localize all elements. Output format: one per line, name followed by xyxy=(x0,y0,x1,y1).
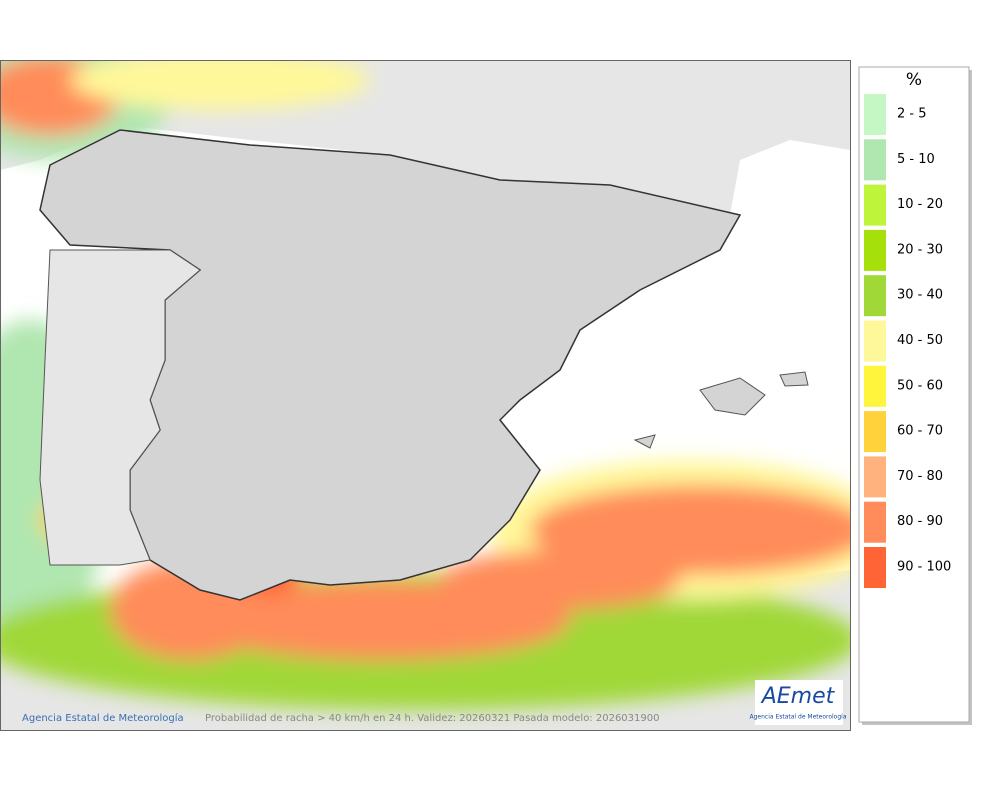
legend: % 2 - 5 5 - 10 10 - 20 20 - 30 30 - 40 40 - 5… xyxy=(864,70,951,588)
legend-label: 40 - 50 xyxy=(897,333,943,348)
legend-label: 60 - 70 xyxy=(897,424,943,439)
legend-swatch xyxy=(864,365,886,407)
legend-label: 50 - 60 xyxy=(897,378,943,393)
legend-swatch xyxy=(864,411,886,453)
caption: Probabilidad de racha > 40 km/h en 24 h.… xyxy=(205,713,659,724)
legend-label: 10 - 20 xyxy=(897,197,943,212)
legend-label: 30 - 40 xyxy=(897,288,943,303)
mallorca xyxy=(699,377,766,416)
legend-swatch xyxy=(864,184,886,226)
logo-name: AEmet xyxy=(760,684,836,709)
map: Agencia Estatal de Meteorología Probabil… xyxy=(0,60,850,730)
logo-box xyxy=(755,680,843,725)
legend-swatch xyxy=(864,94,886,135)
legend-swatch xyxy=(864,501,886,543)
map-frame xyxy=(0,60,851,731)
legend-label: 90 - 100 xyxy=(897,560,951,575)
legend-label: 2 - 5 xyxy=(897,107,927,122)
legend-swatch xyxy=(864,275,886,317)
legend-swatch xyxy=(864,229,886,271)
ibiza xyxy=(633,434,656,449)
legend-label: 80 - 90 xyxy=(897,514,943,529)
legend-title: % xyxy=(906,70,922,90)
legend-swatch xyxy=(864,139,886,181)
legend-label: 5 - 10 xyxy=(897,152,935,167)
menorca xyxy=(779,371,809,387)
legend-label: 20 - 30 xyxy=(897,242,943,257)
legend-swatch xyxy=(864,320,886,362)
portugal xyxy=(39,249,201,566)
legend-swatch xyxy=(864,547,886,588)
credit: Agencia Estatal de Meteorología xyxy=(22,712,184,724)
legend-swatch xyxy=(864,456,886,498)
legend-label: 70 - 80 xyxy=(897,469,943,484)
logo-subtitle: Agencia Estatal de Meteorología xyxy=(750,714,847,721)
